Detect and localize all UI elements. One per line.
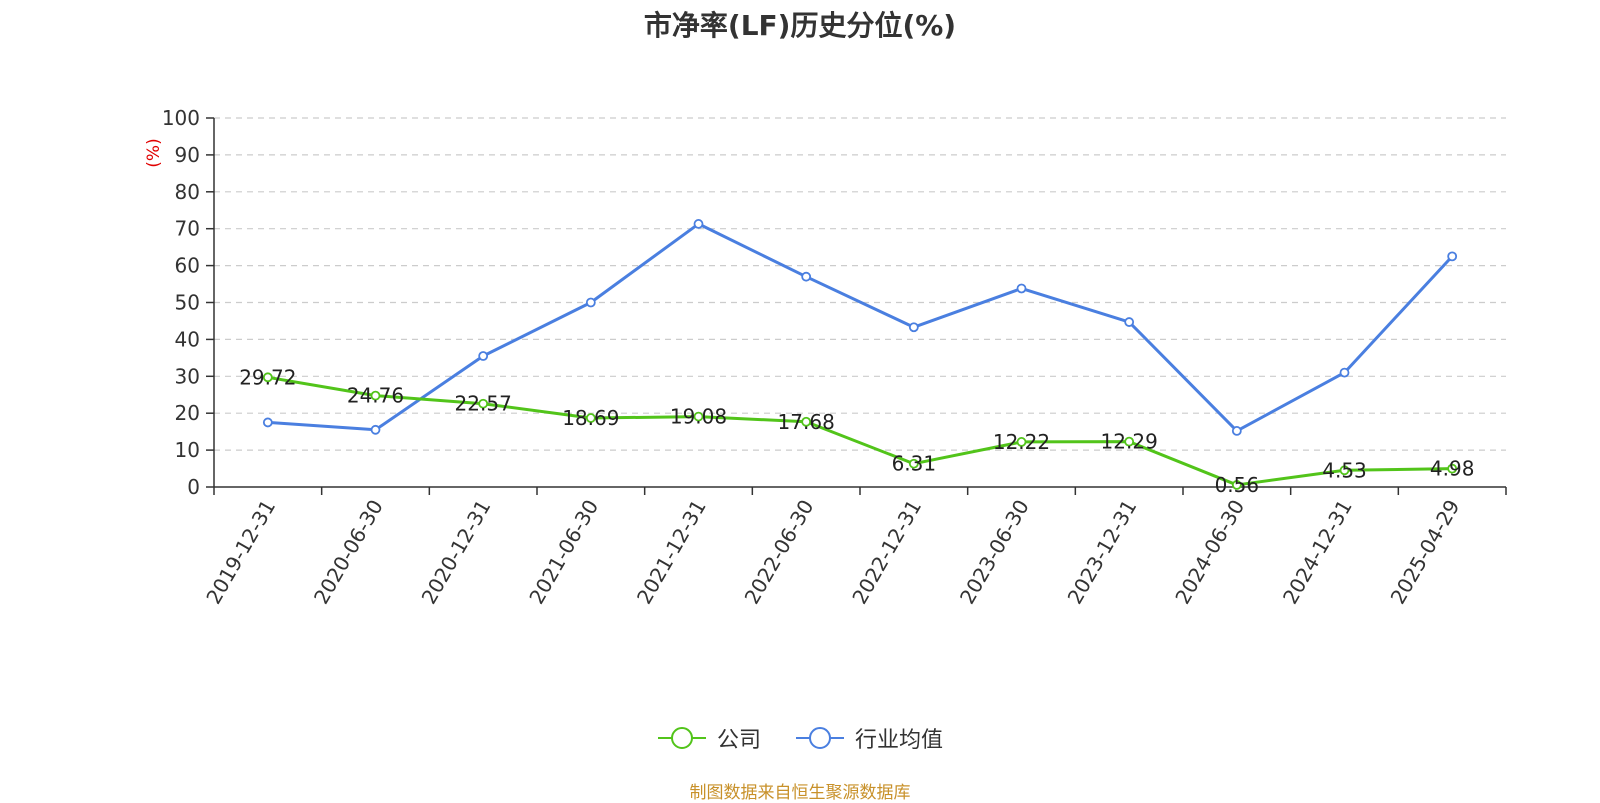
series-1-point-7 bbox=[1016, 283, 1027, 294]
y-tick-label-80: 80 bbox=[175, 180, 200, 204]
data-label-11: 4.98 bbox=[1430, 457, 1475, 481]
x-tick-label-2020-12-31: 2020-12-31 bbox=[417, 496, 496, 609]
series-0-point-1 bbox=[370, 390, 381, 401]
data-label-7: 12.22 bbox=[993, 430, 1050, 454]
y-tick-label-40: 40 bbox=[175, 327, 200, 351]
x-tick-label-2025-04-29: 2025-04-29 bbox=[1386, 496, 1465, 609]
legend-label-industry: 行业均值 bbox=[855, 728, 944, 753]
source-note: 制图数据来自恒生聚源数据库 bbox=[689, 783, 911, 803]
series-0-point-5 bbox=[801, 416, 812, 427]
gridlines bbox=[214, 117, 1506, 451]
series-0-point-2 bbox=[478, 398, 489, 409]
series-1-point-3 bbox=[585, 297, 596, 308]
series-1-point-4 bbox=[693, 219, 704, 229]
series-0-point-8 bbox=[1124, 436, 1135, 447]
series-1-point-8 bbox=[1124, 317, 1135, 327]
y-axis-label: (%) bbox=[144, 138, 164, 167]
data-label-1: 24.76 bbox=[347, 384, 404, 408]
series-line-1 bbox=[267, 222, 1454, 433]
x-tick-label-2020-06-30: 2020-06-30 bbox=[309, 496, 388, 609]
series-0-point-7 bbox=[1016, 437, 1027, 447]
series-0-point-6 bbox=[908, 458, 919, 469]
series-0-point-10 bbox=[1339, 465, 1350, 476]
y-tick-label-60: 60 bbox=[175, 254, 200, 278]
series bbox=[262, 219, 1458, 490]
x-tick-label-2022-12-31: 2022-12-31 bbox=[847, 496, 926, 609]
data-label-3: 18.69 bbox=[562, 406, 619, 430]
y-tick-label-10: 10 bbox=[175, 438, 200, 462]
x-tick-label-2022-06-30: 2022-06-30 bbox=[740, 496, 819, 609]
x-tick-label-2024-06-30: 2024-06-30 bbox=[1170, 496, 1249, 609]
series-0-point-11 bbox=[1447, 463, 1458, 474]
series-1-point-5 bbox=[801, 271, 812, 282]
series-line-0 bbox=[267, 375, 1453, 487]
data-label-6: 6.31 bbox=[892, 452, 937, 476]
data-label-0: 29.72 bbox=[239, 365, 296, 389]
y-tick-label-100: 100 bbox=[162, 106, 200, 130]
y-tick-label-30: 30 bbox=[175, 364, 200, 388]
x-tick-label-2019-12-31: 2019-12-31 bbox=[201, 496, 280, 609]
y-tick-label-0: 0 bbox=[187, 475, 200, 499]
series-1-point-11 bbox=[1447, 251, 1458, 262]
series-0-point-9 bbox=[1231, 480, 1242, 490]
series-1-point-10 bbox=[1339, 367, 1350, 378]
line-chart: 0 10 20 30 40 50 60 70 80 90 100 2019-12-31 2020-06-… bbox=[144, 106, 1507, 609]
legend-item-industry[interactable]: 行业均值 bbox=[795, 722, 943, 754]
data-labels: 29.72 24.76 22.57 18.69 19.08 17.68 6.31 12.22 1… bbox=[239, 365, 1474, 497]
data-label-10: 4.53 bbox=[1322, 458, 1367, 482]
legend-item-company[interactable]: 公司 bbox=[657, 722, 761, 754]
data-label-4: 19.08 bbox=[670, 405, 727, 429]
x-tick-label-2021-06-30: 2021-06-30 bbox=[524, 496, 603, 609]
y-tick-label-70: 70 bbox=[175, 217, 200, 241]
data-label-2: 22.57 bbox=[455, 392, 512, 416]
y-tick-label-20: 20 bbox=[175, 401, 200, 425]
y-tick-label-90: 90 bbox=[175, 143, 200, 167]
series-0-point-3 bbox=[585, 413, 596, 423]
data-label-8: 12.29 bbox=[1101, 430, 1158, 454]
data-label-5: 17.68 bbox=[778, 410, 835, 434]
series-1-point-2 bbox=[478, 351, 489, 361]
series-1-point-9 bbox=[1231, 426, 1242, 436]
x-tick-label-2021-12-31: 2021-12-31 bbox=[632, 496, 711, 609]
series-1-point-6 bbox=[908, 322, 919, 333]
x-tick-label-2023-12-31: 2023-12-31 bbox=[1063, 496, 1142, 609]
x-tick-label-2023-06-30: 2023-06-30 bbox=[955, 496, 1034, 609]
series-0-point-0 bbox=[262, 372, 273, 383]
data-label-9: 0.56 bbox=[1215, 473, 1260, 497]
series-0-point-4 bbox=[693, 411, 704, 422]
series-1-point-0 bbox=[262, 417, 273, 428]
legend-label-company: 公司 bbox=[716, 728, 761, 753]
series-1-point-1 bbox=[370, 424, 381, 435]
y-tick-label-50: 50 bbox=[175, 291, 200, 315]
legend: 公司 行业均值 bbox=[0, 722, 1600, 754]
axes: 0 10 20 30 40 50 60 70 80 90 100 2019-12-31 2020-06-… bbox=[162, 106, 1507, 609]
legend-industry-marker-icon bbox=[796, 727, 844, 749]
chart-title: 市净率(LF)历史分位(%) bbox=[643, 9, 957, 42]
legend-company-marker-icon bbox=[657, 727, 706, 749]
x-tick-label-2024-12-31: 2024-12-31 bbox=[1278, 496, 1357, 609]
